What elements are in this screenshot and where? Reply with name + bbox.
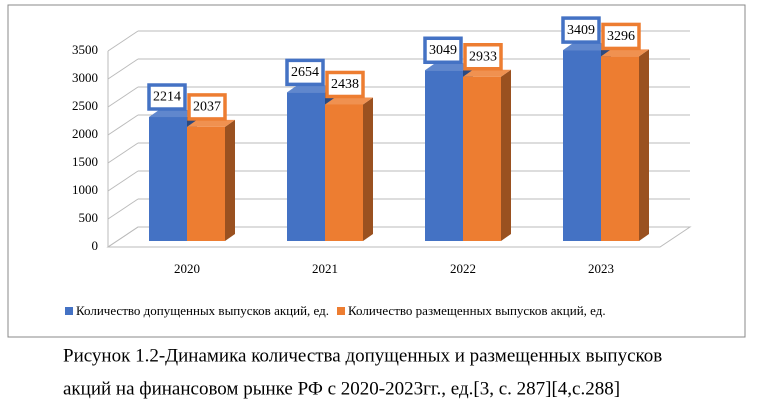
grid-line bbox=[107, 114, 139, 136]
data-label-box bbox=[561, 16, 601, 44]
grid-line bbox=[107, 170, 139, 192]
data-label: 2438 bbox=[331, 77, 359, 92]
legend-label: Количество размещенных выпусков акций, е… bbox=[348, 303, 606, 318]
legend-label: Количество допущенных выпусков акций, ед… bbox=[76, 303, 329, 318]
grid-line bbox=[107, 198, 139, 220]
y-tick-label: 1500 bbox=[72, 154, 98, 169]
grid-line bbox=[107, 142, 139, 164]
legend-swatch bbox=[65, 307, 73, 315]
bar-side bbox=[639, 49, 649, 242]
data-label-box bbox=[285, 58, 325, 87]
data-label-box bbox=[463, 43, 503, 71]
bar-top bbox=[287, 85, 335, 93]
data-label: 2037 bbox=[193, 100, 221, 115]
y-tick-label: 3500 bbox=[72, 42, 98, 57]
bar-top bbox=[149, 110, 197, 118]
bar bbox=[601, 56, 639, 242]
y-tick-label: 1000 bbox=[72, 182, 98, 197]
x-tick-label: 2020 bbox=[174, 261, 200, 276]
x-tick-label: 2021 bbox=[312, 261, 338, 276]
data-label: 3296 bbox=[607, 29, 635, 44]
x-tick-label: 2023 bbox=[588, 261, 614, 276]
data-label: 3409 bbox=[567, 23, 595, 38]
y-tick-label: 2000 bbox=[72, 126, 98, 141]
data-label: 2214 bbox=[153, 90, 181, 105]
grid-line bbox=[107, 86, 139, 108]
legend-swatch bbox=[337, 307, 345, 315]
y-tick-label: 500 bbox=[79, 210, 99, 225]
grid-line bbox=[107, 30, 139, 52]
data-label-box bbox=[423, 36, 463, 65]
bar bbox=[325, 104, 363, 241]
x-tick-label: 2022 bbox=[450, 261, 476, 276]
data-label: 2933 bbox=[469, 49, 497, 64]
bar-top bbox=[563, 43, 611, 51]
caption-line: Рисунок 1.2-Динамика количества допущенн… bbox=[63, 345, 662, 366]
y-tick-label: 3000 bbox=[72, 70, 98, 85]
data-label: 3049 bbox=[429, 43, 457, 58]
grid-line bbox=[107, 58, 139, 80]
bar bbox=[563, 50, 601, 241]
bar-top bbox=[463, 69, 511, 77]
bar-top bbox=[325, 97, 373, 105]
bar-side bbox=[363, 97, 373, 241]
data-label-box bbox=[147, 83, 187, 111]
bar-side bbox=[501, 69, 511, 241]
bar-top bbox=[425, 63, 473, 71]
data-label-box bbox=[187, 93, 227, 121]
bar bbox=[149, 117, 187, 241]
data-label: 2654 bbox=[291, 65, 319, 80]
data-label-box bbox=[601, 22, 641, 51]
bar-side bbox=[225, 119, 235, 241]
bar-top bbox=[187, 119, 235, 127]
grid-line bbox=[107, 226, 139, 248]
bar-top bbox=[601, 49, 649, 57]
y-tick-label: 0 bbox=[92, 238, 99, 253]
bar bbox=[287, 92, 325, 241]
y-tick-label: 2500 bbox=[72, 98, 98, 113]
bar bbox=[187, 126, 225, 241]
bar bbox=[425, 70, 463, 241]
data-label-box bbox=[325, 70, 365, 99]
bar bbox=[463, 76, 501, 241]
caption-line: акций на финансовом рынке РФ с 2020-2023… bbox=[63, 378, 620, 399]
